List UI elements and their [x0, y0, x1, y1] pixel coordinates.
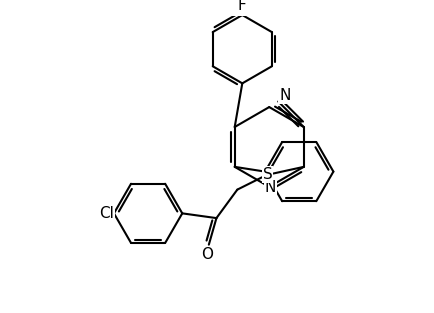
- Text: N: N: [264, 180, 275, 195]
- Text: N: N: [279, 88, 290, 103]
- Text: F: F: [237, 0, 246, 13]
- Text: Cl: Cl: [99, 206, 114, 221]
- Text: S: S: [262, 167, 272, 182]
- Text: O: O: [201, 247, 213, 262]
